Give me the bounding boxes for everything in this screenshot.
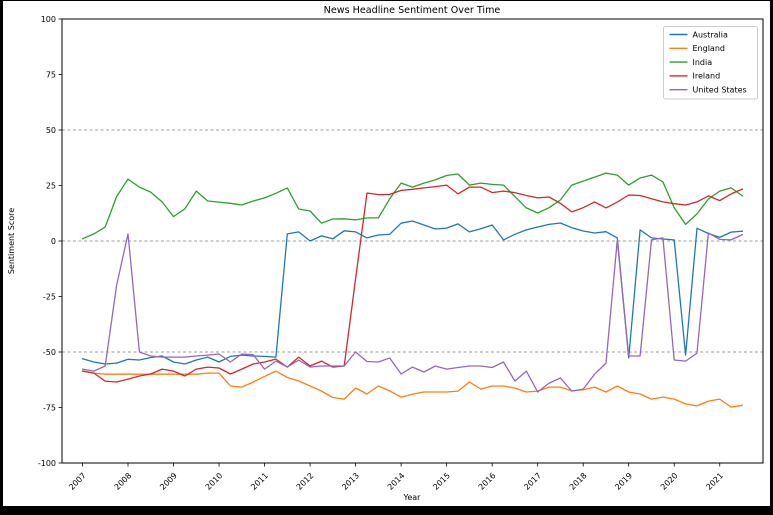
x-tick-label: 2009: [158, 471, 179, 492]
y-tick-label: 100: [41, 15, 56, 24]
x-tick-label: 2018: [568, 471, 589, 492]
x-tick-label: 2015: [431, 471, 452, 492]
series-line-india: [81, 172, 744, 240]
y-axis-ticks: 100 75 50 25 0 -25 -50 -75 -100: [38, 15, 62, 468]
x-axis-label: Year: [403, 493, 422, 502]
y-tick-label: 75: [46, 70, 56, 79]
y-tick-label: 50: [46, 126, 56, 135]
x-tick-label: 2019: [613, 471, 634, 492]
chart-title: News Headline Sentiment Over Time: [324, 5, 501, 16]
legend-label: Ireland: [693, 72, 721, 81]
legend-box: [663, 26, 758, 100]
x-axis-ticks: 2007 2008 2009 2010 2011 2012 2013 2014 2015 2016…: [67, 463, 725, 492]
y-tick-label: -100: [38, 459, 56, 468]
legend-label: India: [693, 58, 713, 67]
series-line-united-states: [81, 232, 744, 393]
x-tick-label: 2020: [659, 471, 680, 492]
series-line-ireland: [81, 184, 744, 383]
legend-label: United States: [693, 86, 747, 95]
x-tick-label: 2007: [67, 471, 88, 492]
y-tick-label: -25: [43, 292, 56, 301]
series-line-australia: [81, 220, 744, 365]
y-tick-label: -50: [43, 348, 56, 357]
x-tick-label: 2017: [522, 471, 543, 492]
x-tick-label: 2010: [204, 471, 225, 492]
x-tick-label: 2014: [386, 471, 407, 492]
x-tick-label: 2012: [295, 471, 316, 492]
y-tick-label: -75: [43, 403, 56, 412]
x-tick-label: 2021: [704, 471, 725, 492]
gridlines: [62, 129, 763, 353]
figure-background: 100 75 50 25 0 -25 -50 -75 -100 2007 2008 2009 2010…: [3, 1, 770, 506]
y-tick-label: 25: [46, 181, 56, 190]
sentiment-line-chart: 100 75 50 25 0 -25 -50 -75 -100 2007 2008 2009 2010…: [7, 5, 764, 502]
legend-label: England: [693, 44, 725, 53]
x-tick-label: 2008: [113, 471, 134, 492]
x-tick-label: 2016: [477, 471, 498, 492]
legend: Australia England India Ireland United State…: [663, 26, 758, 100]
plot-lines: [81, 172, 744, 408]
y-axis-label: Sentiment Score: [7, 208, 16, 274]
series-line-england: [81, 370, 744, 408]
legend-label: Australia: [693, 30, 728, 39]
y-tick-label: 0: [51, 237, 56, 246]
x-tick-label: 2013: [340, 471, 361, 492]
x-tick-label: 2011: [249, 471, 270, 492]
